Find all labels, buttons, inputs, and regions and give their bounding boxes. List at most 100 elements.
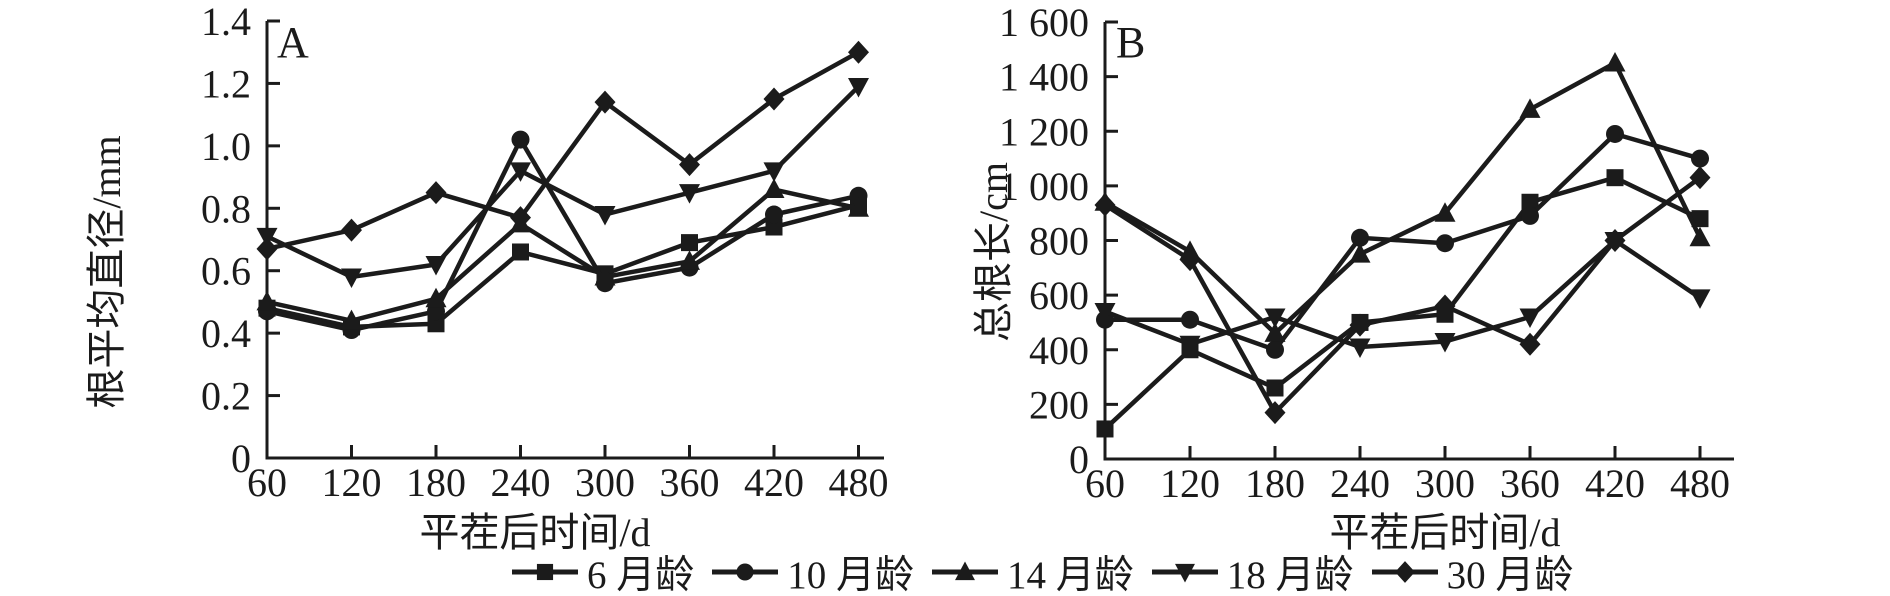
data-point	[594, 90, 616, 114]
panel-letter-B: B	[1116, 18, 1145, 67]
x-tick-label: 480	[1670, 461, 1730, 506]
legend-item-diamond: 30 月龄	[1371, 544, 1574, 596]
data-point	[425, 255, 447, 276]
x-axis-A: 60 120 180 240 300 360 420 480	[247, 445, 889, 505]
x-tick-label: 420	[744, 460, 804, 505]
y-tick-label: 200	[1029, 382, 1089, 427]
axes-A	[265, 21, 884, 460]
data-point	[510, 162, 531, 182]
data-point	[763, 162, 785, 182]
legend-item-triangle-up: 14 月龄	[932, 544, 1134, 596]
data-point	[512, 243, 529, 261]
x-tick-label: 360	[660, 460, 720, 505]
circle-marker	[736, 563, 754, 581]
legend-item-square: 6 月龄	[512, 544, 694, 596]
panel-B-series-4	[1094, 166, 1711, 425]
data-point	[341, 309, 362, 330]
data-point	[1436, 234, 1454, 253]
y-tick-label: 1 400	[999, 55, 1089, 100]
y-tick-label: 600	[1029, 273, 1089, 318]
triangle-down-marker	[1174, 563, 1195, 583]
square-marker	[536, 563, 554, 581]
y-tick-label: 0.8	[201, 186, 251, 231]
data-point	[341, 218, 362, 242]
x-tick-label: 60	[247, 460, 287, 505]
data-point	[1349, 338, 1371, 359]
x-tick-label: 60	[1085, 461, 1125, 506]
panel-A-series-2	[256, 178, 869, 330]
data-point	[849, 186, 868, 205]
data-point	[425, 181, 447, 205]
x-tick-label: 420	[1585, 461, 1645, 506]
data-point	[256, 237, 278, 261]
series-line	[266, 84, 861, 280]
data-point	[1266, 340, 1284, 359]
x-tick-label: 180	[1245, 461, 1305, 506]
data-point	[679, 184, 700, 204]
diamond-marker	[1394, 561, 1415, 583]
y-tick-label: 1.2	[201, 61, 251, 106]
data-point	[1689, 289, 1711, 309]
y-tick-label: 1 000	[999, 164, 1089, 209]
x-tick-label: 120	[1160, 461, 1220, 506]
panel-B-series-0	[1096, 169, 1709, 438]
y-tick-label: 0.2	[201, 374, 251, 419]
series-line	[1103, 175, 1702, 417]
data-point	[1094, 193, 1116, 217]
panel-B-series-2	[1094, 51, 1711, 342]
data-point	[1519, 308, 1541, 328]
data-point	[1351, 228, 1369, 247]
data-point	[1179, 335, 1201, 356]
data-point	[848, 78, 869, 98]
y-axis-title-B: 总根长/cm	[971, 162, 1016, 342]
data-point	[1434, 333, 1456, 353]
triangle-down-icon	[1151, 563, 1218, 583]
x-tick-label: 240	[1330, 461, 1390, 506]
y-tick-label: 800	[1029, 219, 1089, 264]
y-tick-label: 1 600	[999, 0, 1089, 45]
data-point	[1519, 332, 1541, 356]
y-tick-label: 1.0	[201, 124, 251, 169]
data-point	[1264, 322, 1286, 342]
data-point	[1606, 169, 1624, 187]
panel-A-series-3	[256, 78, 869, 288]
legend-label: 14 月龄	[1007, 554, 1134, 596]
data-point	[1689, 226, 1711, 247]
data-point	[256, 290, 278, 311]
y-tick-label: 1 200	[999, 109, 1089, 154]
data-point	[1521, 206, 1539, 225]
y-axis-title-A: 根平均直径/mm	[84, 135, 129, 408]
data-point	[1519, 98, 1541, 118]
data-point	[594, 206, 616, 226]
data-point	[1264, 308, 1286, 328]
y-tick-label: 0	[1069, 437, 1089, 482]
data-point	[1604, 51, 1626, 72]
data-point	[594, 265, 616, 286]
data-point	[765, 218, 783, 236]
data-point	[1179, 248, 1201, 272]
circle-icon	[712, 563, 779, 581]
data-point	[427, 315, 445, 333]
legend-label: 30 月龄	[1446, 554, 1574, 596]
data-point	[681, 234, 698, 252]
y-tick-label: 0.4	[201, 311, 251, 356]
x-tick-label: 360	[1500, 461, 1560, 506]
x-tick-label: 180	[406, 460, 466, 505]
series-line	[1103, 59, 1703, 337]
data-point	[765, 205, 783, 224]
y-tick-label: 0	[231, 436, 251, 481]
data-point	[1264, 401, 1286, 425]
panel-B: 0 200 400 600 800 1 000 1 200 1 400 1 600 60 120 18…	[971, 0, 1734, 555]
data-point	[1689, 166, 1711, 190]
data-point	[848, 40, 869, 64]
data-point	[763, 87, 785, 111]
data-point	[1691, 149, 1709, 168]
triangle-up-icon	[932, 561, 999, 581]
y-tick-label: 0.6	[201, 249, 251, 294]
y-tick-label: 1.4	[201, 0, 251, 44]
data-point	[1691, 210, 1709, 228]
y-axis-B: 0 200 400 600 800 1 000 1 200 1 400 1 600	[999, 0, 1118, 482]
y-axis-A: 0 0.2 0.4 0.6 0.8 1.0 1.2 1.4	[201, 0, 280, 481]
data-point	[1521, 193, 1539, 211]
x-tick-label: 480	[829, 460, 889, 505]
